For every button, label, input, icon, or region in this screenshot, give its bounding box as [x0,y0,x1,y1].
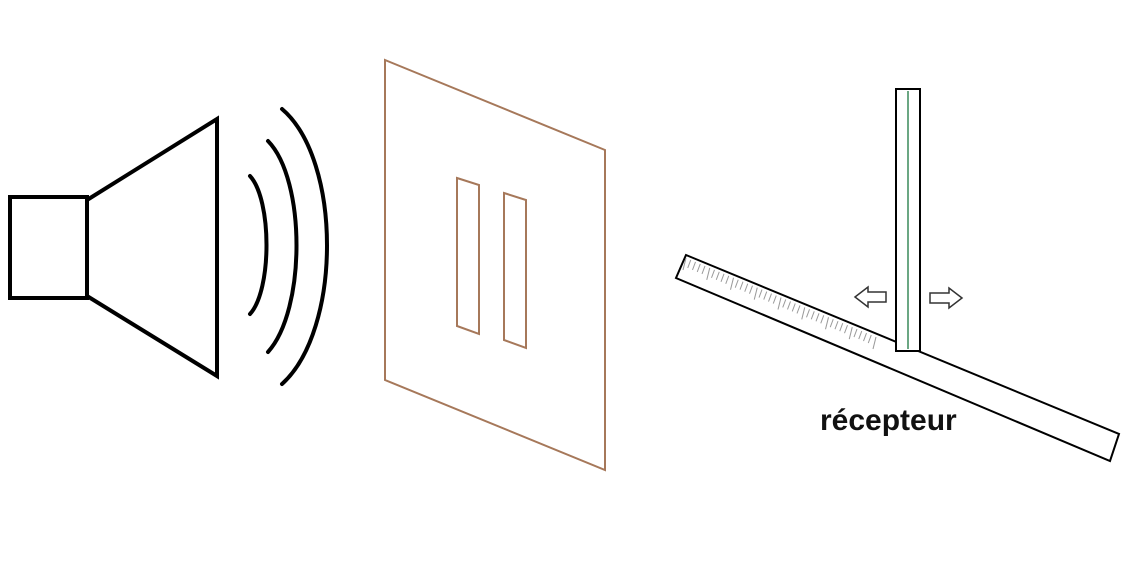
speaker-magnet [8,195,89,300]
ruler-tick [839,322,844,332]
ruler-tick [829,319,834,328]
ruler-tick [825,317,829,330]
ruler [674,253,1121,463]
ruler-tick [711,269,715,279]
ruler-tick [749,285,753,294]
ruler-tick [725,275,730,284]
ruler-tick [744,283,749,292]
slit-left [456,176,480,336]
ruler-tick [706,267,711,280]
sound-wave-inner [248,174,269,316]
ruler-tick [844,324,848,334]
ruler-tick [692,261,696,271]
ruler-tick [848,327,853,340]
ruler-tick [687,259,692,269]
double-slit-plate [384,58,606,472]
ruler-tick [682,257,687,271]
ruler-tick [720,273,725,282]
ruler-tick [787,301,791,310]
right-arrow-icon [929,286,964,310]
speaker-cone [85,115,219,380]
loudspeaker-icon [8,115,219,380]
ruler-tick [815,313,820,322]
sound-wave-arcs [248,107,329,386]
ruler-tick [867,334,872,344]
ruler-tick [801,307,806,320]
ruler-tick [820,315,825,324]
ruler-body [674,253,1121,463]
ruler-tick [768,293,772,302]
ruler-tick [791,303,796,312]
ruler-tick [701,265,706,275]
ruler-tick [730,277,734,290]
ruler-tick [777,297,782,310]
ruler-tick [734,279,739,288]
ruler-tick [715,271,720,281]
ruler-tick [782,299,787,308]
sound-wave-middle [266,139,299,354]
plate-outline [384,58,606,472]
ruler-tick [810,311,815,320]
left-arrow-icon [853,285,887,309]
ruler-tick [858,330,863,340]
slit-right [503,191,527,350]
receiver-rod [895,88,921,352]
ruler-tick [853,328,858,338]
ruler-tick [863,332,867,342]
receiver-label: récepteur [820,404,957,437]
ruler-tick [772,295,777,304]
ruler-tick [763,291,768,300]
ruler-scale-ticks [682,257,877,350]
ruler-tick [753,287,758,300]
ruler-tick [739,281,744,290]
ruler-tick [872,336,877,350]
ruler-tick [834,321,839,330]
ruler-tick [806,309,810,318]
sound-wave-outer [280,107,329,386]
ruler-tick [796,305,801,314]
ruler-tick [696,263,701,273]
ruler-tick [758,289,763,298]
